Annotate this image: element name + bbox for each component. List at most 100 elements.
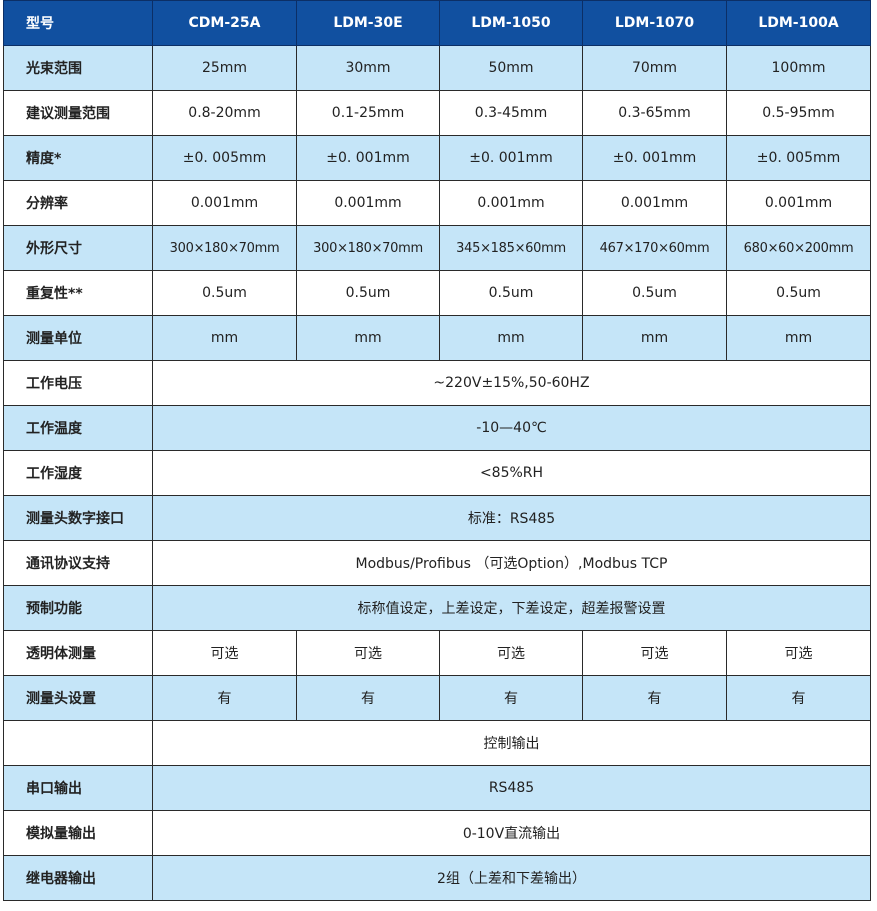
cell-value: 0.3-45mm [439,90,583,136]
merged-cell-value: 标称值设定，上差设定，下差设定，超差报警设置 [152,585,871,631]
model-header: CDM-25A [152,0,297,46]
row-label: 工作湿度 [3,450,153,496]
cell-value: 可选 [152,630,297,676]
table-row: 光束范围 25mm 30mm 50mm 70mm 100mm [3,45,871,91]
cell-value: 0.3-65mm [582,90,727,136]
table-row: 串口输出 RS485 [3,765,871,811]
row-label: 测量头数字接口 [3,495,153,541]
row-label: 预制功能 [3,585,153,631]
cell-value: 可选 [582,630,727,676]
table-row: 测量头设置有有有有有 [3,675,871,721]
row-label: 测量单位 [3,315,153,361]
merged-cell-value: ~220V±15%,50-60HZ [152,360,871,406]
cell-value: 467×170×60mm [582,225,727,271]
cell-value: 0.001mm [582,180,727,226]
cell-value: 50mm [439,45,583,91]
cell-value: 有 [152,675,297,721]
cell-value: 70mm [582,45,727,91]
model-header: LDM-30E [296,0,440,46]
table-row: 重复性** 0.5um 0.5um 0.5um 0.5um 0.5um [3,270,871,316]
cell-value: 有 [296,675,440,721]
cell-value: 0.1-25mm [296,90,440,136]
row-label [3,720,153,766]
cell-value: 0.001mm [152,180,297,226]
table-row: 精度* ±0. 005mm ±0. 001mm ±0. 001mm ±0. 001mm ±… [3,135,871,181]
table-row: 工作湿度 <85%RH [3,450,871,496]
row-label: 串口输出 [3,765,153,811]
cell-value: ±0. 005mm [726,135,871,181]
cell-value: 0.5um [439,270,583,316]
cell-value: mm [726,315,871,361]
table-row: 测量头数字接口 标准：RS485 [3,495,871,541]
merged-cell-value: 控制输出 [152,720,871,766]
header-row: 型号 CDM-25A LDM-30E LDM-1050 LDM-1070 LDM… [3,0,871,46]
cell-value: 可选 [296,630,440,676]
cell-value: mm [439,315,583,361]
row-label: 模拟量输出 [3,810,153,856]
cell-value: 0.001mm [439,180,583,226]
table-row: 外形尺寸 300×180×70mm 300×180×70mm 345×185×60mm… [3,225,871,271]
model-header: LDM-1070 [582,0,727,46]
row-label: 重复性** [3,270,153,316]
row-label: 透明体测量 [3,630,153,676]
merged-cell-value: 标准：RS485 [152,495,871,541]
cell-value: 0.5um [582,270,727,316]
cell-value: 0.001mm [296,180,440,226]
cell-value: 300×180×70mm [152,225,297,271]
row-label: 工作温度 [3,405,153,451]
cell-value: 300×180×70mm [296,225,440,271]
cell-value: 有 [726,675,871,721]
table-row: 测量单位 mm mm mm mm mm [3,315,871,361]
cell-value: 可选 [726,630,871,676]
spec-table: 型号 CDM-25A LDM-30E LDM-1050 LDM-1070 LDM… [3,0,871,901]
cell-value: ±0. 001mm [582,135,727,181]
model-header: LDM-100A [726,0,871,46]
row-label: 分辨率 [3,180,153,226]
cell-value: 有 [582,675,727,721]
cell-value: 0.5um [152,270,297,316]
merged-cell-value: 0-10V直流输出 [152,810,871,856]
cell-value: 0.5um [296,270,440,316]
cell-value: 680×60×200mm [726,225,871,271]
merged-cell-value: RS485 [152,765,871,811]
table-row: 控制输出 [3,720,871,766]
cell-value: mm [152,315,297,361]
row-label: 继电器输出 [3,855,153,901]
row-label: 建议测量范围 [3,90,153,136]
cell-value: mm [582,315,727,361]
merged-cell-value: -10—40℃ [152,405,871,451]
cell-value: 30mm [296,45,440,91]
cell-value: 0.5-95mm [726,90,871,136]
cell-value: 25mm [152,45,297,91]
row-label: 光束范围 [3,45,153,91]
row-label: 外形尺寸 [3,225,153,271]
table-row: 工作电压 ~220V±15%,50-60HZ [3,360,871,406]
cell-value: 0.8-20mm [152,90,297,136]
header-label: 型号 [3,0,153,46]
table-row: 通讯协议支持 Modbus/Profibus （可选Option）,Modbus … [3,540,871,586]
cell-value: 有 [439,675,583,721]
table-row: 建议测量范围 0.8-20mm 0.1-25mm 0.3-45mm 0.3-65mm 0.… [3,90,871,136]
cell-value: 0.001mm [726,180,871,226]
cell-value: 可选 [439,630,583,676]
cell-value: ±0. 005mm [152,135,297,181]
cell-value: 100mm [726,45,871,91]
cell-value: ±0. 001mm [296,135,440,181]
row-label: 精度* [3,135,153,181]
row-label: 通讯协议支持 [3,540,153,586]
cell-value: mm [296,315,440,361]
model-header: LDM-1050 [439,0,583,46]
cell-value: 345×185×60mm [439,225,583,271]
table-row: 继电器输出 2组（上差和下差输出） [3,855,871,901]
table-row: 分辨率 0.001mm 0.001mm 0.001mm 0.001mm 0.001mm [3,180,871,226]
merged-cell-value: 2组（上差和下差输出） [152,855,871,901]
table-row: 模拟量输出 0-10V直流输出 [3,810,871,856]
merged-cell-value: <85%RH [152,450,871,496]
cell-value: ±0. 001mm [439,135,583,181]
table-row: 透明体测量 可选 可选 可选 可选 可选 [3,630,871,676]
row-label: 测量头设置 [3,675,153,721]
row-label: 工作电压 [3,360,153,406]
cell-value: 0.5um [726,270,871,316]
table-row: 预制功能 标称值设定，上差设定，下差设定，超差报警设置 [3,585,871,631]
table-row: 工作温度 -10—40℃ [3,405,871,451]
